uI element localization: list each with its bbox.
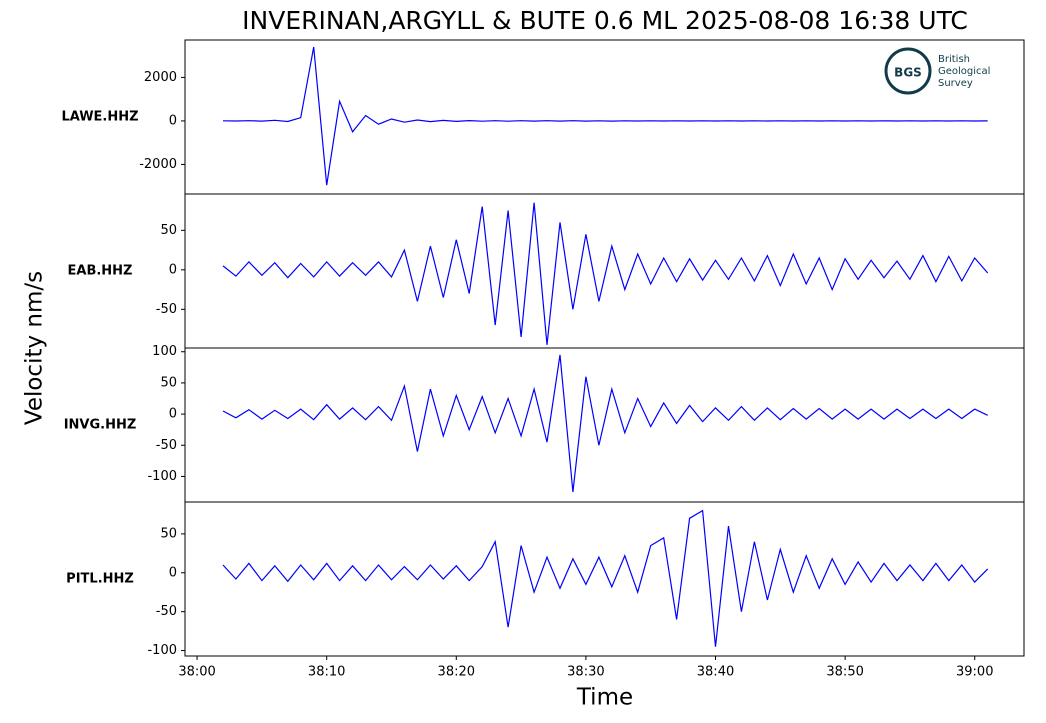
logo-ring: [884, 47, 932, 95]
y-tick-label: -100: [147, 643, 177, 658]
y-tick-label: -100: [147, 469, 177, 484]
waveform: [222, 46, 988, 186]
waveform: [222, 354, 988, 493]
y-tick-label: 50: [160, 375, 177, 390]
panel-frame: [184, 347, 1025, 503]
waveform: [222, 202, 989, 345]
station-label: INVG.HHZ: [64, 418, 137, 433]
chart-title: INVERINAN,ARGYLL & BUTE 0.6 ML 2025-08-0…: [242, 6, 968, 35]
panel-frame: [184, 193, 1025, 349]
y-tick-label: -50: [156, 604, 177, 619]
x-tick-label: 38:50: [826, 665, 863, 680]
x-tick-label: 38:40: [697, 665, 734, 680]
y-tick-label: 0: [169, 565, 177, 580]
y-tick-label: -50: [156, 302, 177, 317]
y-tick-label: 50: [160, 223, 177, 238]
logo-text: Geological: [938, 66, 990, 77]
logo-text: Survey: [938, 78, 973, 89]
x-tick-label: 38:30: [567, 665, 604, 680]
logo: BGS British Geological Survey: [884, 47, 990, 95]
logo-mark: BGS: [894, 66, 922, 80]
y-tick-label: 0: [169, 262, 177, 277]
y-axis-label: Velocity nm/s: [22, 271, 48, 425]
x-tick-label: 38:10: [308, 665, 345, 680]
waveform: [222, 509, 989, 647]
x-tick-label: 39:00: [956, 665, 993, 680]
x-tick-label: 38:00: [178, 665, 215, 680]
y-tick-label: 50: [160, 526, 177, 541]
y-tick-label: 2000: [144, 70, 177, 85]
station-label: PITL.HHZ: [66, 572, 134, 587]
panel-frame: [184, 39, 1025, 195]
y-tick-label: 0: [169, 407, 177, 422]
x-axis-label: Time: [576, 685, 633, 711]
y-tick-label: -50: [156, 438, 177, 453]
y-tick-label: -2000: [139, 157, 177, 172]
logo-text: British: [938, 54, 970, 65]
y-tick-label: 0: [169, 113, 177, 128]
x-tick-label: 38:20: [438, 665, 475, 680]
station-label: LAWE.HHZ: [61, 110, 138, 125]
y-tick-label: 100: [152, 344, 177, 359]
station-label: EAB.HHZ: [68, 264, 133, 279]
